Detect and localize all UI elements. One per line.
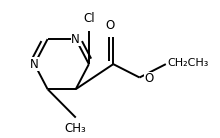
- Text: N: N: [30, 58, 39, 71]
- Text: N: N: [71, 33, 80, 46]
- Text: CH₃: CH₃: [65, 122, 87, 135]
- Text: O: O: [105, 19, 114, 32]
- Text: CH₂CH₃: CH₂CH₃: [168, 58, 209, 68]
- Text: O: O: [144, 72, 154, 85]
- Text: Cl: Cl: [83, 12, 95, 25]
